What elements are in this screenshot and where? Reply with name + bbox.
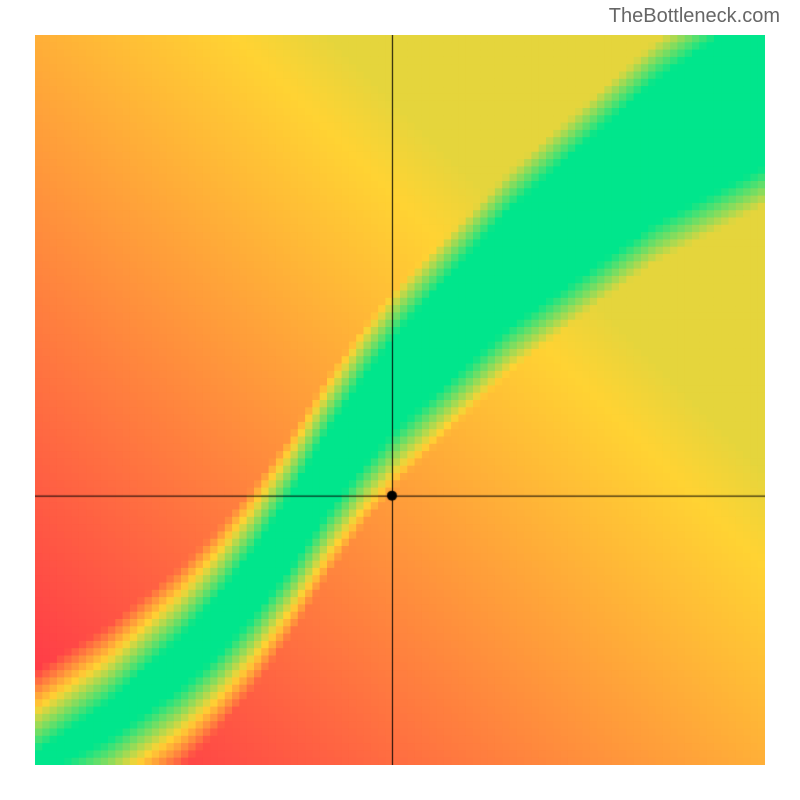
heatmap-canvas — [35, 35, 765, 765]
chart-container: TheBottleneck.com — [0, 0, 800, 800]
watermark-text: TheBottleneck.com — [609, 5, 780, 28]
